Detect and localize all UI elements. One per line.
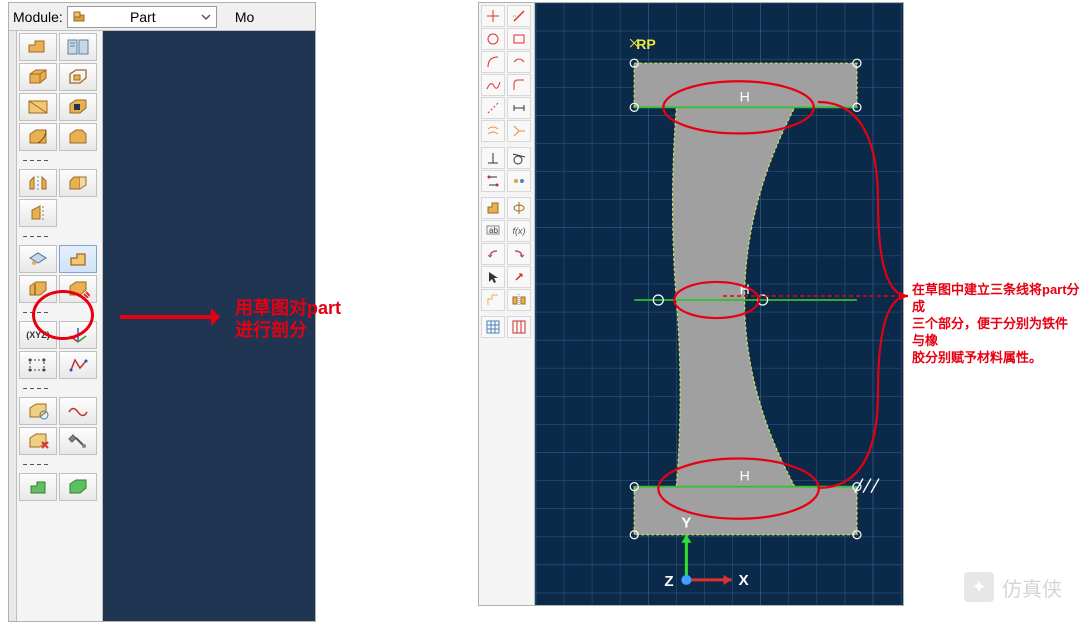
- geom-tools-button[interactable]: [59, 427, 97, 455]
- sk-pattern-button[interactable]: [481, 289, 505, 311]
- toolbox-separator: [19, 305, 100, 319]
- partition-face-button[interactable]: [19, 245, 57, 273]
- toolbox-separator: [19, 153, 100, 167]
- sk-point-button[interactable]: [481, 5, 505, 27]
- part-manager-button[interactable]: [59, 33, 97, 61]
- sk-equal-button[interactable]: [481, 170, 505, 192]
- datum-axis-button[interactable]: [59, 321, 97, 349]
- round-button[interactable]: [19, 123, 57, 151]
- sk-text-button[interactable]: ab: [481, 220, 505, 242]
- shape-shell-button[interactable]: [59, 63, 97, 91]
- sketch-viewport[interactable]: HHHRPXYZ: [535, 3, 903, 605]
- annotation-arrow: [120, 315, 215, 319]
- mirror-plane-button[interactable]: [59, 169, 97, 197]
- part-toolbox: (XYZ): [17, 31, 103, 621]
- sketch-toolbox: ab f(x): [479, 3, 535, 605]
- shape-solid-button[interactable]: [19, 63, 57, 91]
- watermark-text: 仿真侠: [1002, 573, 1062, 602]
- extrude-button[interactable]: [19, 473, 57, 501]
- sk-circle-button[interactable]: [481, 28, 505, 50]
- toolbox-separator: [19, 381, 100, 395]
- left-annotation-text: 用草图对part 进行剖分: [235, 298, 341, 341]
- sk-options-button[interactable]: [507, 316, 531, 338]
- right-panel: abf(x) HHHRPXYZ: [478, 2, 904, 606]
- svg-text:H: H: [740, 88, 750, 104]
- cut-sweep-button[interactable]: [19, 93, 57, 121]
- sk-trim-button[interactable]: [507, 120, 531, 142]
- svg-text:ab: ab: [489, 226, 498, 235]
- side-strip: [9, 31, 17, 621]
- svg-text:X: X: [739, 572, 749, 589]
- sk-select-button[interactable]: [481, 266, 505, 288]
- sk-undo-button[interactable]: [481, 243, 505, 265]
- right-annotation-text: 在草图中建立三条线将part分成 三个部分，便于分别为铁件与橡 胶分别赋予材料属…: [912, 282, 1080, 366]
- cut-extrude-button[interactable]: [59, 93, 97, 121]
- datum-point-button[interactable]: [59, 351, 97, 379]
- module-selected: Part: [130, 9, 156, 25]
- svg-text:Y: Y: [681, 515, 691, 532]
- sketch-canvas: HHHRPXYZ: [535, 3, 903, 605]
- sk-revolve-button[interactable]: [507, 197, 531, 219]
- sk-line-button[interactable]: [507, 5, 531, 27]
- module-label: Module:: [13, 9, 63, 25]
- sk-grid-button[interactable]: [481, 316, 505, 338]
- sk-arc2-button[interactable]: [507, 51, 531, 73]
- wechat-icon: ✦: [964, 572, 994, 602]
- mirror-single-button[interactable]: [19, 199, 57, 227]
- create-part-button[interactable]: [19, 33, 57, 61]
- xyz-datum-button[interactable]: (XYZ): [19, 321, 57, 349]
- sk-dimension-button[interactable]: [507, 97, 531, 119]
- sk-mirror-button[interactable]: [507, 289, 531, 311]
- sk-fix-button[interactable]: [507, 170, 531, 192]
- revolve-button[interactable]: [59, 473, 97, 501]
- module-dropdown[interactable]: Part: [67, 6, 217, 28]
- sk-extrude-button[interactable]: [481, 197, 505, 219]
- sk-fillet-button[interactable]: [507, 74, 531, 96]
- svg-text:Z: Z: [664, 573, 673, 590]
- partition-sketch-button[interactable]: [59, 245, 97, 273]
- toolbox-separator: [19, 457, 100, 471]
- sk-perp-button[interactable]: [481, 147, 505, 169]
- svg-text:RP: RP: [636, 36, 656, 52]
- geom-repair-button[interactable]: [19, 397, 57, 425]
- module-right-label: Mo: [235, 9, 254, 25]
- chamfer-button[interactable]: [59, 123, 97, 151]
- mirror-button[interactable]: [19, 169, 57, 197]
- geom-wave-button[interactable]: [59, 397, 97, 425]
- sk-tangent-button[interactable]: [507, 147, 531, 169]
- sk-spline-button[interactable]: [481, 74, 505, 96]
- sk-redo-button[interactable]: [507, 243, 531, 265]
- sk-arc1-button[interactable]: [481, 51, 505, 73]
- partition-edge-button[interactable]: [59, 275, 97, 303]
- chevron-down-icon: [200, 11, 212, 23]
- sk-construction-button[interactable]: [481, 97, 505, 119]
- sk-fx-button[interactable]: f(x): [507, 220, 531, 242]
- svg-text:H: H: [740, 468, 750, 484]
- module-bar: Module: Part Mo: [9, 3, 315, 31]
- watermark: ✦ 仿真侠: [964, 572, 1062, 602]
- datum-plane-button[interactable]: [19, 351, 57, 379]
- sk-drag-button[interactable]: [507, 266, 531, 288]
- partition-cell-button[interactable]: [19, 275, 57, 303]
- sk-offset-button[interactable]: [481, 120, 505, 142]
- toolbox-separator: [19, 229, 100, 243]
- sk-rect-button[interactable]: [507, 28, 531, 50]
- geom-remove-button[interactable]: [19, 427, 57, 455]
